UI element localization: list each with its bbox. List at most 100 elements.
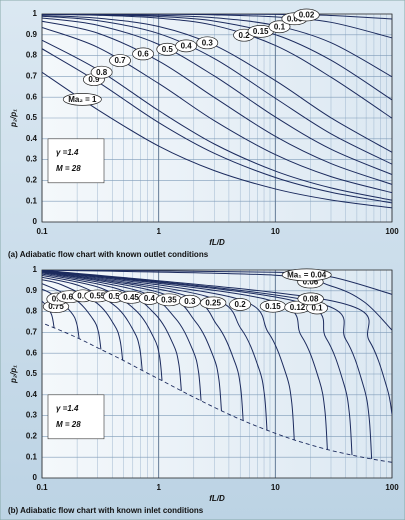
curve-label: 0.06	[303, 278, 319, 287]
curve	[42, 271, 222, 411]
annotation: γ =1.4	[56, 404, 79, 413]
annotation: M = 28	[56, 164, 81, 173]
curve-label-bubble	[175, 39, 198, 53]
curve-label: 0.1	[311, 304, 323, 313]
x-tick-label: 0.1	[36, 227, 48, 236]
curve-label: 0.08	[303, 294, 319, 303]
curve-label-bubble	[90, 65, 113, 79]
y-tick-label: 0.2	[26, 432, 38, 441]
curve	[42, 270, 392, 415]
curve-label: 0.9	[88, 75, 100, 84]
curve-label: 0.3	[184, 297, 196, 306]
curve-label: 0.65	[62, 292, 78, 301]
curve	[42, 270, 353, 456]
y-tick-label: 0.6	[26, 92, 38, 101]
curve-label: 0.75	[48, 302, 64, 311]
curve-label-bubble	[281, 268, 332, 282]
curve	[42, 270, 244, 421]
x-axis-label: fL/D	[209, 494, 225, 503]
curve	[42, 270, 295, 440]
x-tick-label: 10	[271, 483, 280, 492]
curve-label: 0.02	[299, 11, 315, 20]
curve	[42, 270, 392, 295]
y-tick-label: 0.8	[26, 307, 38, 316]
limit-line	[42, 322, 392, 463]
curve	[42, 14, 392, 39]
x-tick-label: 100	[385, 483, 399, 492]
curve-label: 0.55	[90, 292, 106, 301]
chart-caption: (b) Adiabatic flow chart with known inle…	[8, 506, 204, 515]
y-tick-label: 0.3	[26, 411, 38, 420]
y-tick-label: 0.4	[26, 390, 38, 399]
curve-label: 0.3	[202, 38, 214, 47]
curve-label: 0.15	[253, 27, 269, 36]
curve	[42, 14, 392, 20]
x-tick-label: 1	[156, 483, 161, 492]
y-tick-label: 0.3	[26, 155, 38, 164]
y-tick-label: 0.5	[26, 113, 38, 122]
curve	[42, 270, 373, 460]
x-tick-label: 10	[271, 227, 280, 236]
curve	[42, 276, 143, 371]
curve-label: 0.15	[265, 302, 281, 311]
curve-label-bubble	[62, 93, 102, 106]
curve	[42, 17, 392, 176]
curve-label: 0.35	[161, 295, 177, 304]
curve	[42, 27, 392, 194]
y-tick-label: 0	[33, 473, 38, 482]
curve	[42, 288, 80, 339]
annotation-box	[47, 394, 105, 440]
curve	[42, 270, 328, 450]
y-tick-label: 0.5	[26, 369, 38, 378]
curve-label: 0.25	[205, 298, 221, 307]
y-tick-label: 1	[33, 9, 38, 18]
curve-label: 0.2	[235, 300, 247, 309]
y-tick-label: 1	[33, 265, 38, 274]
curve	[42, 270, 268, 431]
y-tick-label: 0.8	[26, 51, 38, 60]
curve-label: 0.6	[138, 50, 150, 59]
curve-label-bubble	[297, 292, 324, 306]
curve	[42, 274, 163, 381]
y-tick-label: 0.7	[26, 72, 38, 81]
curve	[42, 15, 392, 165]
y-tick-label: 0.1	[26, 452, 38, 461]
curve-label-bubble	[132, 47, 155, 61]
curve-label-bubble	[268, 20, 291, 34]
curve-label: 0.06	[287, 14, 303, 23]
y-axis-label: p₂/p₁	[9, 109, 18, 128]
y-tick-label: 0.2	[26, 176, 38, 185]
curve-label: 0.6	[77, 291, 89, 300]
curve	[42, 14, 392, 153]
y-tick-label: 0.4	[26, 134, 38, 143]
x-tick-label: 100	[385, 227, 399, 236]
curve-label-bubble	[109, 54, 131, 67]
annotation: γ =1.4	[56, 148, 79, 157]
annotation-box	[47, 138, 105, 184]
chart-caption: (a) Adiabatic flow chart with known outl…	[8, 250, 209, 259]
y-tick-label: 0.9	[26, 286, 38, 295]
curve-label: 0.2	[239, 31, 251, 40]
curve	[42, 20, 392, 185]
y-tick-label: 0.1	[26, 196, 38, 205]
y-axis-label: p₂/p₁	[9, 365, 18, 384]
curve	[42, 273, 182, 391]
curve-label: 0.8	[96, 68, 108, 77]
curve-label: Ma₁ = 0.04	[287, 270, 327, 279]
curve-label: 0.1	[274, 22, 286, 31]
curve-label-bubble	[229, 298, 252, 311]
curve-label: 0.7	[114, 56, 126, 65]
curve-label: 0.4	[144, 294, 156, 303]
curve-label: 0.5	[162, 45, 174, 54]
curve-label-bubble	[293, 8, 320, 22]
curve	[42, 272, 202, 401]
y-tick-label: 0.7	[26, 328, 38, 337]
x-axis-label: fL/D	[209, 238, 225, 247]
curve	[42, 71, 392, 209]
curve-label-bubble	[200, 296, 227, 310]
plot-frame	[41, 269, 393, 479]
y-tick-label: 0.9	[26, 30, 38, 39]
curve-label: 0.45	[123, 293, 139, 302]
curve-label-bubble	[196, 36, 219, 50]
